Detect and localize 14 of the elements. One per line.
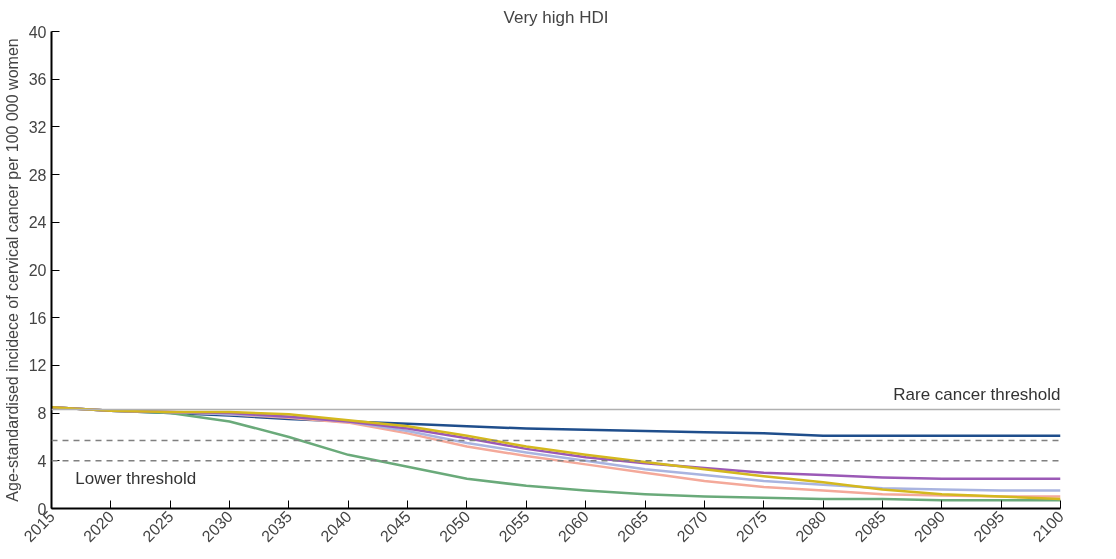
y-tick-label: 12: [28, 357, 47, 375]
chart-title: Very high HDI: [503, 7, 609, 27]
y-tick-label: 8: [37, 405, 47, 423]
y-tick-label: 36: [28, 71, 47, 89]
ref-line-label: Lower threshold: [75, 468, 197, 488]
y-tick-label: 4: [37, 452, 47, 470]
y-tick-label: 20: [28, 262, 47, 279]
y-tick-label: 40: [28, 23, 47, 41]
ref-line-label: Rare cancer threshold: [893, 384, 1061, 404]
y-tick-label: 16: [28, 309, 47, 327]
y-axis-title: Age-standardised incidece of cervical cancer per 100 000 women: [3, 38, 21, 502]
y-tick-label: 28: [28, 166, 47, 184]
y-tick-label: 32: [28, 118, 47, 136]
y-tick-label: 24: [28, 214, 47, 232]
